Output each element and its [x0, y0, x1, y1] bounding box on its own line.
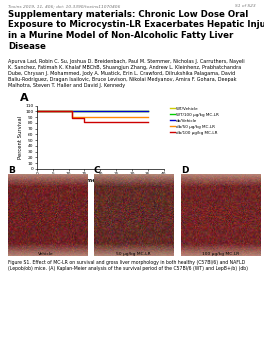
X-axis label: Time (Days): Time (Days)	[81, 178, 120, 183]
Y-axis label: Percent Survival: Percent Survival	[18, 116, 23, 159]
Text: S1 of S23: S1 of S23	[235, 4, 256, 8]
Text: C: C	[94, 166, 100, 175]
Text: Figure S1. Effect of MC-LR on survival and gross liver morphology in both health: Figure S1. Effect of MC-LR on survival a…	[8, 260, 248, 271]
Text: 50 μg/kg MC-LR: 50 μg/kg MC-LR	[116, 252, 151, 256]
Text: Supplementary materials: Chronic Low Dose Oral
Exposure to Microcystin-LR Exacer: Supplementary materials: Chronic Low Dos…	[8, 10, 264, 51]
Text: B: B	[8, 166, 15, 175]
Text: 100 μg/kg MC-LR: 100 μg/kg MC-LR	[202, 252, 239, 256]
Text: D: D	[181, 166, 188, 175]
Text: Toxins 2019, 11, 406; doi: 10.3390/toxins11070406: Toxins 2019, 11, 406; doi: 10.3390/toxin…	[8, 4, 120, 8]
Text: A: A	[20, 93, 29, 103]
Legend: WT/Vehicle, WT/100 μg/kg MC-LR, db/Vehicle, db/50 μg/kg MC-LR, db/100 μg/kg MC-L: WT/Vehicle, WT/100 μg/kg MC-LR, db/Vehic…	[169, 106, 219, 135]
Text: Apurva Lad, Robin C. Su, Joshua D. Breidenbach, Paul M. Stemmer, Nicholas J. Car: Apurva Lad, Robin C. Su, Joshua D. Breid…	[8, 59, 244, 88]
Text: Vehicle: Vehicle	[38, 252, 54, 256]
